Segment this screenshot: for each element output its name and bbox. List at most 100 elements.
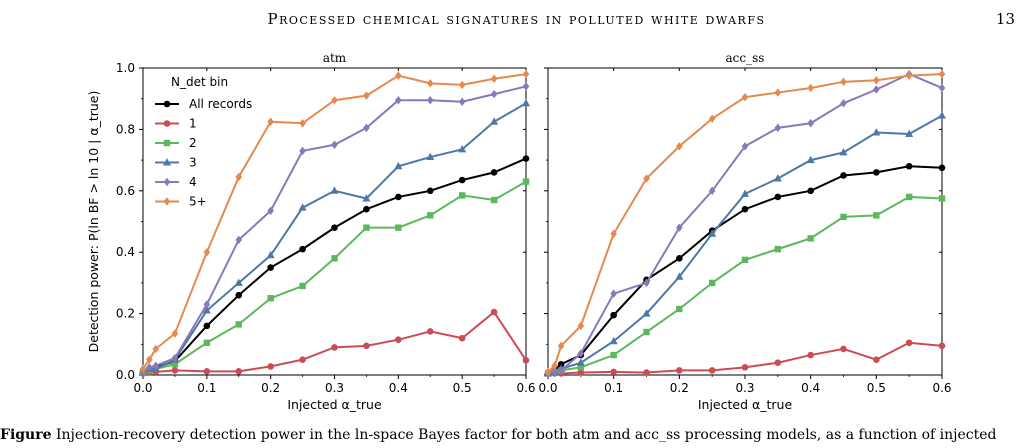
data-point — [458, 176, 466, 184]
data-point — [576, 358, 585, 366]
data-point — [426, 152, 435, 161]
data-point — [171, 353, 179, 363]
data-point — [267, 264, 274, 271]
data-point — [643, 174, 650, 183]
y-tick-label: 0.6 — [116, 184, 135, 198]
data-point — [490, 196, 498, 204]
data-point — [235, 291, 243, 299]
data-point — [610, 351, 617, 359]
legend-marker — [163, 197, 171, 206]
data-point — [426, 187, 434, 195]
data-point — [774, 359, 782, 367]
data-point — [203, 248, 211, 257]
legend-entry: 5+ — [189, 195, 207, 209]
data-point — [146, 363, 153, 372]
data-point — [395, 193, 402, 201]
data-point — [610, 229, 617, 238]
data-point — [203, 368, 211, 375]
series-3 — [139, 98, 530, 374]
data-point — [905, 339, 913, 347]
data-point — [362, 194, 371, 202]
y-tick-label: 0.2 — [116, 307, 135, 321]
legend-marker — [163, 177, 171, 187]
series-5- — [544, 69, 946, 377]
data-point — [905, 193, 913, 201]
data-point — [331, 255, 338, 262]
data-point — [577, 349, 585, 358]
data-point — [490, 169, 498, 176]
data-point — [643, 328, 650, 336]
data-point — [708, 114, 716, 123]
data-point — [807, 83, 814, 93]
data-point — [395, 71, 402, 80]
data-point — [642, 309, 651, 317]
data-point — [363, 342, 370, 350]
data-point — [171, 367, 179, 374]
data-point — [490, 89, 498, 99]
x-tick-label: 0.3 — [325, 381, 344, 395]
data-point — [938, 164, 946, 172]
data-point — [840, 345, 847, 353]
data-point — [610, 368, 617, 376]
x-tick-label: 0.5 — [867, 381, 886, 395]
data-point — [363, 205, 370, 213]
data-point — [234, 278, 243, 286]
data-point — [299, 356, 306, 363]
series-line — [547, 73, 943, 375]
data-point — [938, 69, 946, 79]
series-line — [547, 73, 943, 373]
data-point — [394, 161, 403, 170]
x-tick-label: 0.6 — [516, 381, 535, 395]
data-point — [873, 212, 880, 219]
data-point — [203, 322, 211, 330]
data-point — [676, 367, 683, 374]
series-3 — [544, 111, 946, 377]
data-point — [490, 117, 499, 125]
data-point — [427, 212, 434, 219]
data-point — [551, 361, 558, 370]
data-point — [905, 129, 914, 138]
legend-title: N_det bin — [171, 75, 228, 89]
data-point — [577, 364, 585, 371]
data-point — [395, 336, 402, 343]
x-axis-label: Injected α_true — [287, 397, 382, 412]
data-point — [577, 321, 585, 331]
data-point — [522, 82, 530, 91]
data-point — [905, 71, 913, 80]
figure-caption: Figure Injection-recovery detection powe… — [0, 427, 1033, 443]
data-point — [267, 117, 274, 126]
data-point — [839, 148, 848, 156]
data-point — [267, 206, 274, 215]
x-tick-label: 0.0 — [538, 381, 557, 395]
data-point — [426, 328, 434, 335]
data-point — [840, 99, 847, 108]
data-point — [152, 361, 160, 370]
data-point — [458, 80, 466, 90]
data-point — [708, 229, 717, 237]
data-point — [299, 119, 306, 128]
data-point — [676, 255, 683, 262]
data-point — [873, 356, 880, 363]
legend-marker — [163, 120, 171, 127]
data-point — [557, 341, 565, 351]
x-tick-label: 0.1 — [604, 381, 623, 395]
data-point — [299, 245, 306, 253]
chart-panel-1: atm 0.0 0.1 0.2 0.3 0.4 0.5 0.6 0.0 0.2 0.4 0.6 0.8 1… — [86, 51, 536, 412]
data-point — [363, 91, 370, 100]
series-5- — [139, 69, 530, 374]
series-4 — [544, 69, 946, 378]
data-point — [235, 368, 243, 375]
x-tick-label: 0.1 — [197, 381, 216, 395]
data-point — [363, 224, 370, 231]
data-point — [840, 172, 847, 179]
series-line — [142, 73, 527, 370]
data-point — [774, 245, 782, 253]
data-point — [426, 96, 434, 105]
series-4 — [139, 82, 530, 377]
data-point — [708, 186, 716, 195]
data-point — [522, 356, 530, 364]
data-point — [905, 162, 913, 170]
x-tick-label: 0.6 — [932, 381, 951, 395]
chart-panel-2: acc_ss 0.0 0.1 0.2 0.3 0.4 0.5 0.6 Injected α_tr… — [538, 51, 951, 412]
